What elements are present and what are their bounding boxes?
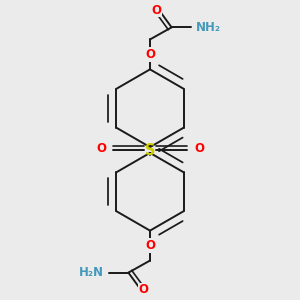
Text: O: O — [145, 48, 155, 61]
Text: O: O — [152, 4, 162, 16]
Text: NH₂: NH₂ — [196, 21, 221, 34]
Text: O: O — [138, 284, 148, 296]
Text: O: O — [145, 239, 155, 252]
Text: O: O — [194, 142, 204, 155]
Text: S: S — [145, 142, 155, 158]
Text: H₂N: H₂N — [79, 266, 104, 279]
Text: O: O — [96, 142, 106, 155]
